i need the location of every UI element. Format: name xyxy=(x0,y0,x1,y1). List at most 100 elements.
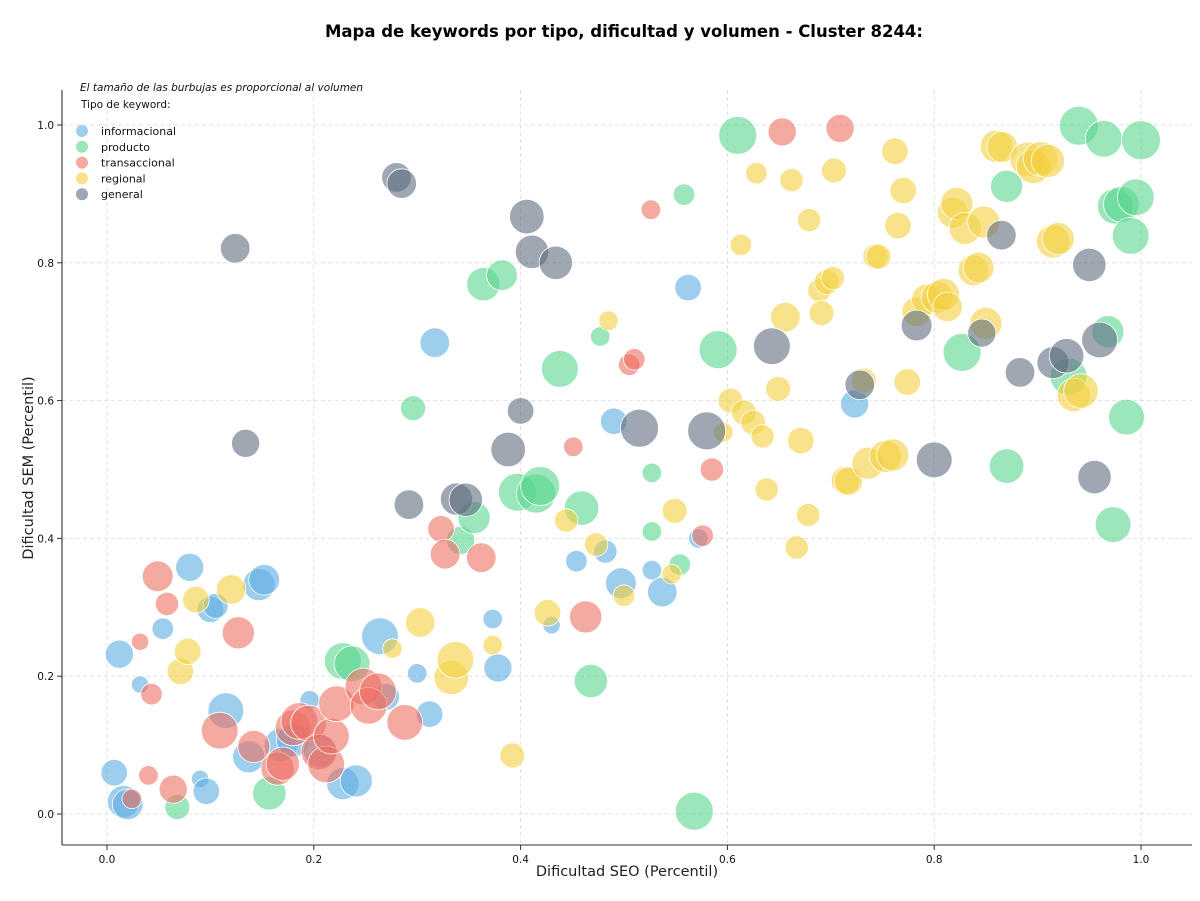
bubble-regional xyxy=(784,535,809,560)
bubble-regional xyxy=(795,502,821,528)
bubbles xyxy=(100,105,1161,831)
bubble-regional xyxy=(779,168,804,193)
x-tick-label: 1.0 xyxy=(1133,854,1150,866)
bubble-informacional xyxy=(641,559,663,581)
bubble-transaccional xyxy=(563,436,584,458)
bubble-regional xyxy=(770,302,801,333)
bubble-producto xyxy=(1108,398,1145,436)
y-axis-label: Dificultad SEM (Percentil) xyxy=(21,376,37,559)
bubble-transaccional xyxy=(386,704,424,741)
bubble-producto xyxy=(573,663,609,699)
bubble-general xyxy=(687,411,727,451)
bubble-producto xyxy=(1111,217,1150,255)
x-axis-label: Dificultad SEO (Percentil) xyxy=(536,864,718,880)
bubble-informacional xyxy=(419,327,451,358)
legend: Tipo de keyword: informacional producto tr… xyxy=(76,99,176,201)
bubble-general xyxy=(231,428,261,458)
bubble-regional xyxy=(382,638,403,659)
bubble-transaccional xyxy=(623,348,646,371)
bubble-general xyxy=(1081,321,1118,359)
bubble-transaccional xyxy=(699,457,725,482)
bubble-general xyxy=(393,489,425,520)
bubble-general xyxy=(1077,459,1112,495)
bubble-informacional xyxy=(104,639,134,669)
bubble-producto xyxy=(641,521,663,542)
bubble-regional xyxy=(583,532,609,557)
bubble-regional xyxy=(820,265,846,291)
bubble-producto xyxy=(674,791,714,831)
bubble-regional xyxy=(889,176,917,205)
bubble-informacional xyxy=(175,552,205,582)
legend-marker-regional xyxy=(76,172,88,185)
bubble-regional xyxy=(533,599,562,627)
chart-title: Mapa de keywords por tipo, dificultad y … xyxy=(325,22,923,41)
bubble-informacional xyxy=(339,764,373,798)
bubble-informacional xyxy=(100,759,128,787)
bubble-producto xyxy=(590,326,611,347)
bubble-producto xyxy=(698,330,738,370)
bubble-regional xyxy=(182,586,210,614)
bubble-transaccional xyxy=(466,542,497,573)
bubble-transaccional xyxy=(121,788,143,810)
bubble-regional xyxy=(1041,222,1075,256)
bubble-general xyxy=(490,431,526,468)
x-tick-label: 0.0 xyxy=(99,854,116,866)
bubble-general xyxy=(915,441,953,479)
y-tick-label: 0.6 xyxy=(37,396,54,408)
bubble-general xyxy=(448,482,483,517)
bubble-transaccional xyxy=(825,113,855,143)
legend-label-producto: producto xyxy=(101,141,150,154)
bubble-regional xyxy=(833,466,863,496)
bubble-transaccional xyxy=(138,765,159,786)
x-tick-label: 0.4 xyxy=(512,854,529,866)
legend-marker-informacional xyxy=(76,125,88,137)
bubble-regional xyxy=(750,424,775,449)
legend-label-transaccional: transaccional xyxy=(101,157,175,170)
y-tick-label: 0.0 xyxy=(37,809,54,821)
bubble-transaccional xyxy=(200,711,239,750)
bubble-informacional xyxy=(482,608,503,630)
bubble-regional xyxy=(482,635,503,656)
bubble-producto xyxy=(486,259,518,292)
y-tick-label: 0.8 xyxy=(37,258,54,270)
bubble-informacional xyxy=(248,563,281,596)
bubble-producto xyxy=(641,462,663,484)
bubble-general xyxy=(1072,247,1107,282)
bubble-transaccional xyxy=(265,746,300,781)
bubble-transaccional xyxy=(158,774,188,804)
bubble-regional xyxy=(745,161,768,185)
bubble-regional xyxy=(1063,373,1099,409)
bubble-regional xyxy=(436,640,475,679)
bubble-regional xyxy=(787,426,815,455)
bubble-regional xyxy=(808,300,835,327)
y-tick-label: 0.2 xyxy=(37,671,54,683)
bubble-regional xyxy=(893,368,922,396)
bubble-regional xyxy=(612,584,636,607)
bubble-general xyxy=(986,219,1017,251)
bubble-general xyxy=(538,245,573,280)
bubble-regional xyxy=(932,291,963,323)
bubble-general xyxy=(620,408,659,448)
bubble-producto xyxy=(1085,120,1123,158)
bubble-transaccional xyxy=(141,560,174,593)
bubble-regional xyxy=(865,243,892,270)
bubble-transaccional xyxy=(429,539,461,570)
legend-label-general: general xyxy=(101,188,143,201)
bubble-general xyxy=(506,397,535,425)
bubble-regional xyxy=(821,157,847,184)
bubble-transaccional xyxy=(691,524,714,547)
bubble-producto xyxy=(990,169,1024,203)
bubble-producto xyxy=(1094,506,1132,543)
y-tick-label: 1.0 xyxy=(37,120,54,132)
grid xyxy=(62,90,1192,845)
bubble-producto xyxy=(541,350,579,388)
bubble-regional xyxy=(661,564,682,585)
bubble-informacional xyxy=(674,273,702,302)
bubble-regional xyxy=(765,375,791,402)
x-tick-label: 0.6 xyxy=(719,854,736,866)
bubble-transaccional xyxy=(427,515,455,543)
bubble-producto xyxy=(520,466,561,506)
bubble-producto xyxy=(672,183,696,206)
